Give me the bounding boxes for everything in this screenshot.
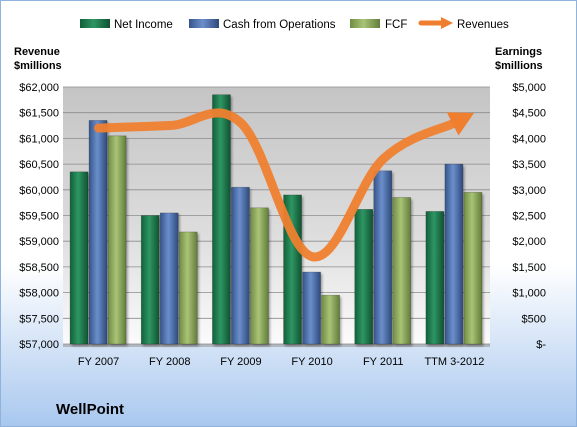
- revenue-line[interactable]: [94, 108, 459, 262]
- legend-swatch-net-income: [80, 19, 110, 28]
- category-labels: FY 2007 FY 2008 FY 2009 FY 2010 FY 2011 TTM 3…: [78, 356, 484, 368]
- legend-label-revenues: Revenues: [457, 19, 509, 31]
- right-tick-label: $4,500: [512, 108, 546, 120]
- legend-item-net-income[interactable]: Net Income: [80, 19, 173, 31]
- right-axis-ticks: $- $500 $1,000 $1,500 $2,000 $2,500 $3,000 $3,5…: [512, 82, 546, 351]
- left-tick-label: $61,000: [19, 133, 59, 145]
- bar-cash-from-operations[interactable]: [444, 163, 464, 345]
- right-tick-label: $2,500: [512, 211, 546, 223]
- left-tick-label: $57,000: [19, 339, 59, 351]
- legend-item-fcf[interactable]: FCF: [350, 19, 407, 31]
- right-tick-label: $2,000: [512, 236, 546, 248]
- legend-arrowhead-revenues: [441, 17, 453, 29]
- legend-item-revenues[interactable]: Revenues: [418, 17, 509, 31]
- right-tick-label: $3,500: [512, 159, 546, 171]
- company-name: WellPoint: [56, 401, 124, 418]
- legend-label-net-income: Net Income: [114, 19, 173, 31]
- left-tick-label: $60,000: [19, 185, 59, 197]
- left-axis-title-line1: Revenue: [14, 46, 60, 58]
- bar-cash-from-operations[interactable]: [88, 120, 108, 345]
- left-tick-label: $60,500: [19, 159, 59, 171]
- bar-cash-from-operations[interactable]: [302, 271, 321, 345]
- category-label: FY 2010: [291, 356, 332, 368]
- bar-cash-from-operations[interactable]: [373, 170, 393, 345]
- bar-cash-from-operations[interactable]: [159, 212, 179, 345]
- category-label: FY 2009: [220, 356, 261, 368]
- right-axis-title-line1: Earnings: [495, 46, 542, 58]
- bar-net-income[interactable]: [354, 209, 374, 345]
- category-label: FY 2007: [78, 356, 119, 368]
- left-axis-title-line2: $millions: [14, 60, 62, 72]
- bar-net-income[interactable]: [140, 215, 160, 345]
- bar-fcf[interactable]: [107, 135, 127, 345]
- right-tick-label: $500: [522, 313, 546, 325]
- left-axis-ticks: $57,000 $57,500 $58,000 $58,500 $59,000 $59,5…: [19, 82, 59, 351]
- right-axis-title-line2: $millions: [495, 60, 543, 72]
- legend-item-cash-from-operations[interactable]: Cash from Operations: [189, 19, 336, 31]
- bar-fcf[interactable]: [250, 207, 269, 345]
- category-label: FY 2011: [363, 356, 404, 368]
- bar-fcf[interactable]: [463, 192, 483, 345]
- left-tick-label: $58,000: [19, 288, 59, 300]
- right-tick-label: $1,500: [512, 262, 546, 274]
- legend-swatch-fcf: [350, 19, 380, 28]
- legend: Net Income Cash from Operations FCF Reve…: [80, 17, 509, 31]
- plot-floor: [63, 344, 490, 347]
- category-label: FY 2008: [149, 356, 190, 368]
- right-tick-label: $5,000: [512, 82, 546, 94]
- left-tick-label: $59,000: [19, 236, 59, 248]
- left-tick-label: $58,500: [19, 262, 59, 274]
- bar-series: [69, 94, 483, 345]
- left-tick-label: $61,500: [19, 108, 59, 120]
- bar-fcf[interactable]: [178, 231, 198, 345]
- right-tick-label: $-: [536, 339, 546, 351]
- bar-fcf[interactable]: [321, 294, 340, 345]
- right-tick-label: $4,000: [512, 133, 546, 145]
- bar-net-income[interactable]: [212, 94, 231, 345]
- bar-net-income[interactable]: [425, 211, 445, 345]
- legend-label-fcf: FCF: [385, 19, 407, 31]
- left-tick-label: $62,000: [19, 82, 59, 94]
- legend-swatch-cash-from-operations: [189, 19, 219, 28]
- category-label: TTM 3-2012: [424, 356, 484, 368]
- left-tick-label: $57,500: [19, 313, 59, 325]
- bar-cash-from-operations[interactable]: [231, 186, 250, 345]
- right-tick-label: $1,000: [512, 288, 546, 300]
- bar-fcf[interactable]: [392, 197, 412, 345]
- legend-label-cash-from-operations: Cash from Operations: [223, 19, 336, 31]
- right-tick-label: $3,000: [512, 185, 546, 197]
- revenue-line-series: [94, 108, 475, 262]
- bar-net-income[interactable]: [69, 171, 89, 345]
- revenue-arrowhead: [446, 112, 475, 136]
- left-tick-label: $59,500: [19, 211, 59, 223]
